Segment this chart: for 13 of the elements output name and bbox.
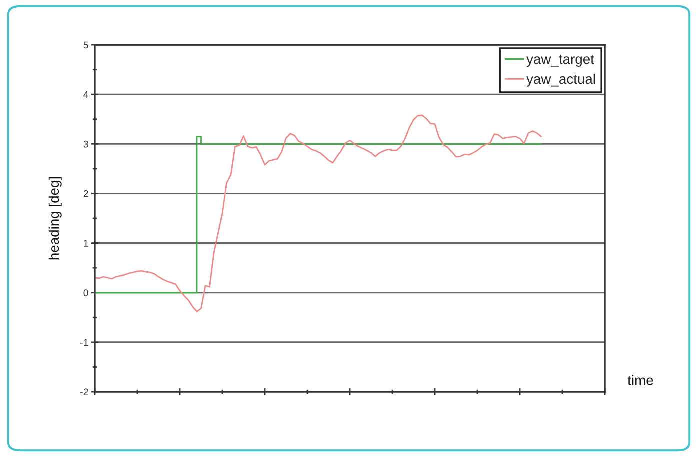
line-series	[95, 114, 542, 312]
y-tick-label: -2	[80, 388, 88, 396]
x-axis-title: time	[628, 375, 654, 386]
y-tick-label: 0	[84, 290, 88, 296]
legend-label: yaw_target	[526, 55, 594, 67]
y-tick-label: -1	[80, 339, 88, 346]
legend-label: yaw_actual	[526, 74, 596, 87]
y-tick-label: 2	[84, 190, 88, 198]
y-tick-label: 1	[84, 240, 88, 247]
y-tick-label: 3	[84, 140, 88, 148]
y-tick-label: 4	[84, 91, 88, 98]
y-axis-title: heading [deg]	[48, 177, 62, 260]
y-tick-label: 5	[84, 42, 88, 49]
